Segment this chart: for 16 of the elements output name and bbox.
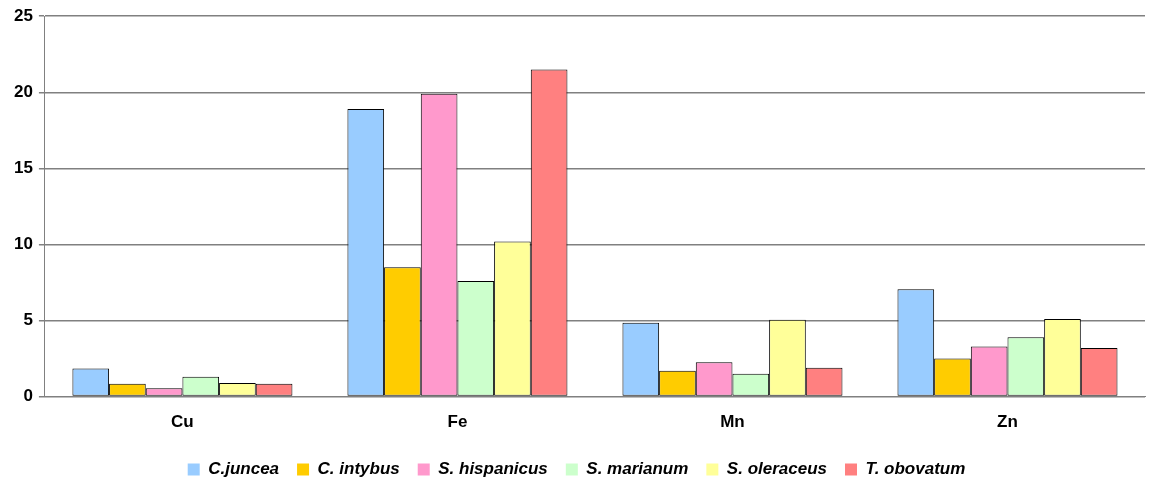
y-tick-label: 0	[23, 386, 33, 406]
legend-label: S. hispanicus	[438, 459, 548, 479]
legend-label: C. intybus	[317, 459, 400, 479]
x-tick-label: Cu	[171, 412, 194, 432]
x-tick-label: Zn	[997, 412, 1018, 432]
legend-label: C.juncea	[208, 459, 280, 479]
y-tick-label: 5	[23, 310, 33, 330]
legend-label: S. marianum	[586, 459, 689, 479]
y-tick-label: 25	[13, 5, 33, 25]
legend-label: T. obovatum	[865, 459, 966, 479]
y-tick-label: 10	[13, 234, 33, 254]
x-tick-label: Fe	[447, 412, 468, 432]
x-tick-label: Mn	[720, 412, 745, 432]
y-tick-label: 15	[13, 158, 33, 178]
legend-label: S. oleraceus	[726, 459, 828, 479]
y-tick-label: 20	[13, 81, 33, 101]
